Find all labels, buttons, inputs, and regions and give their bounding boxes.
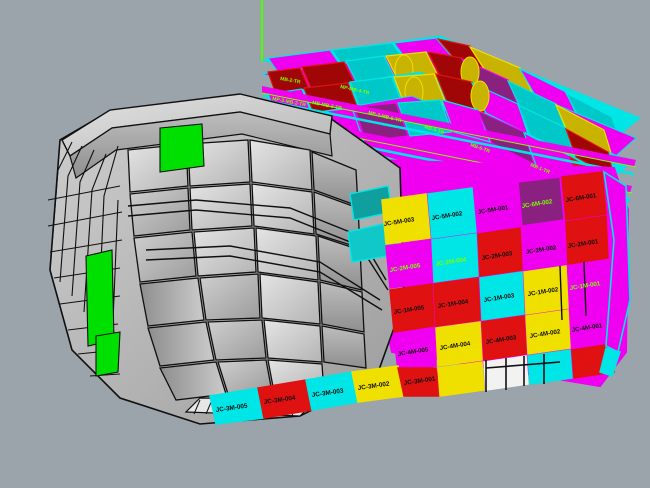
panel-label: JC-5M-003 (383, 216, 415, 228)
panel-label: JC-2M-003 (481, 250, 513, 262)
shell-block (393, 327, 437, 373)
green-patch-bow (95, 331, 121, 377)
panel-label: JC-1M-003 (483, 292, 515, 304)
shell-block (437, 361, 485, 397)
panel-label: JC-1M-004 (437, 298, 469, 310)
shell-row-3[interactable] (389, 259, 611, 333)
shell-frame-lines (559, 261, 587, 321)
shell-block (435, 321, 483, 367)
shell-block (427, 187, 477, 239)
shell-block (523, 265, 569, 315)
panel-label: JC-5M-001 (477, 204, 509, 216)
shell-row-2[interactable] (385, 215, 609, 289)
shell-row-5[interactable] (209, 343, 615, 425)
panel-label: JC-4M-004 (439, 340, 471, 352)
panel-label: JC-6M-001 (565, 192, 597, 204)
shell-block (477, 227, 523, 277)
shell-block (431, 233, 479, 283)
panel-label: JC-2M-005 (389, 262, 421, 274)
green-patch-upper (159, 123, 205, 173)
shell-block (527, 349, 573, 385)
panel-id-labels: JC-5M-003 JC-5M-002 JC-5M-001 JC-6M-002 … (215, 192, 603, 414)
deck-label: MB-MB-3-TR (312, 100, 343, 112)
shell-block (481, 315, 527, 361)
panel-label: JC-4M-001 (571, 322, 603, 334)
shell-block (433, 277, 481, 327)
panel-label: JC-4M-005 (397, 346, 429, 358)
panel-label: JC-3M-004 (263, 395, 296, 406)
shell-block (525, 309, 571, 355)
panel-label: JC-2M-002 (525, 244, 557, 256)
stern-cap-lower (599, 347, 621, 377)
shaded-hull-mesh[interactable] (47, 93, 405, 425)
shell-row-1[interactable] (381, 171, 607, 245)
shell-block (473, 181, 521, 233)
stern-frame-lines (485, 354, 561, 392)
panel-label: JC-6M-002 (521, 198, 553, 210)
shell-block (561, 171, 607, 221)
green-patch-left (85, 249, 115, 347)
shell-block (389, 283, 435, 333)
panel-label: JC-3M-003 (311, 388, 344, 399)
shell-row-4[interactable] (393, 303, 613, 373)
panel-label: JC-1M-005 (393, 304, 425, 316)
panel-label: JC-3M-001 (403, 376, 436, 387)
panel-label: JC-3M-002 (357, 381, 390, 392)
panel-label: JC-1M-002 (527, 286, 559, 298)
panel-label: JC-4M-003 (485, 334, 517, 346)
panel-label: JC-5M-002 (431, 210, 463, 222)
shell-blocks[interactable] (209, 170, 631, 425)
panel-label: JC-2M-004 (435, 256, 467, 268)
shell-block (565, 215, 609, 265)
shell-block (385, 239, 433, 289)
panel-label: JC-4M-002 (529, 328, 561, 340)
panel-label: JC-3M-005 (215, 403, 248, 414)
shell-block (521, 221, 567, 271)
panel-label: JC-1M-001 (569, 280, 601, 292)
shell-block (517, 176, 565, 227)
shell-block (479, 271, 525, 321)
deck-label: MB-2-TR (280, 76, 302, 86)
panel-label: JC-2M-001 (567, 238, 599, 250)
shell-block (381, 193, 431, 245)
